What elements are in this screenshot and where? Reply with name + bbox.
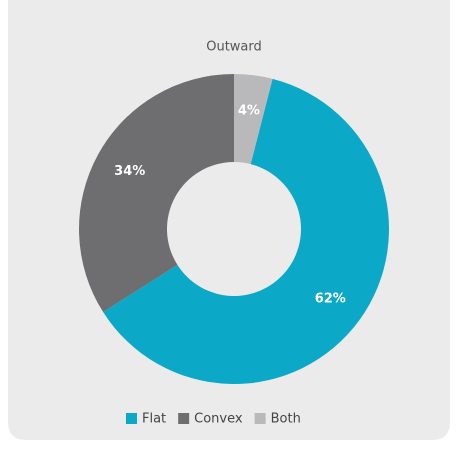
legend-label: Convex — [194, 412, 243, 427]
data-label: 4% — [238, 103, 260, 118]
donut-segment — [79, 74, 234, 313]
data-label: 62% — [315, 291, 346, 306]
donut-segment — [103, 78, 390, 385]
donut-segment — [234, 74, 273, 165]
data-label: 34% — [114, 164, 145, 179]
legend-swatch — [254, 413, 266, 424]
legend-swatch — [178, 413, 190, 424]
legend-swatch — [126, 413, 137, 424]
legend-label: Both — [271, 412, 301, 427]
legend-label: Flat — [142, 412, 166, 427]
chart-title: Outward — [206, 40, 262, 55]
